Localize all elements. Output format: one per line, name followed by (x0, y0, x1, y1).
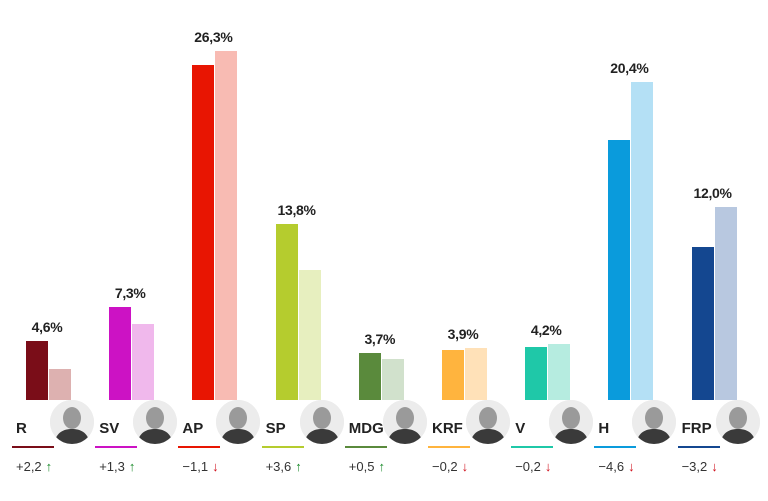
party-abbr-krf: KRF (432, 420, 463, 437)
value-label-v: 4,2% (530, 321, 562, 338)
change-value: +0,5 (348, 459, 375, 474)
bar-previous-v (548, 343, 571, 400)
party-abbr-frp: FRP (681, 420, 712, 437)
change-value: −4,6 (598, 459, 625, 474)
party-abbr-sv: SV (99, 420, 120, 437)
bar-current-ap (192, 65, 215, 400)
bar-previous-ap (215, 51, 238, 400)
arrow-up-icon: ↑ (45, 459, 53, 474)
change-mdg: +0,5 ↑ (349, 459, 385, 474)
party-abbr-r: R (16, 420, 27, 437)
bar-current-v (525, 346, 548, 400)
change-krf: −0,2 ↓ (432, 459, 468, 474)
value-label-h: 20,4% (610, 59, 649, 76)
party-leader-avatar (549, 400, 594, 444)
bar-previous-sp (298, 270, 321, 400)
arrow-up-icon: ↑ (378, 459, 385, 474)
party-abbr-ap: AP (182, 420, 204, 437)
arrow-down-icon: ↓ (461, 459, 469, 474)
change-r: +2,2 ↑ (16, 459, 52, 474)
arrow-down-icon: ↓ (628, 459, 635, 474)
bar-current-sp (275, 224, 298, 400)
party-leader-avatar (632, 400, 677, 444)
party-leader-avatar (466, 400, 510, 444)
party-leader-avatar (133, 400, 178, 444)
party-color-underline (178, 446, 221, 448)
party-leader-avatar (299, 400, 344, 444)
bar-previous-h (631, 81, 654, 400)
bar-previous-r (49, 369, 71, 400)
value-label-sv: 7,3% (114, 285, 146, 302)
party-color-underline (594, 446, 637, 448)
bar-current-frp (691, 247, 714, 400)
arrow-down-icon: ↓ (212, 459, 219, 474)
value-label-sp: 13,8% (277, 202, 316, 219)
value-label-krf: 3,9% (447, 325, 479, 342)
value-label-ap: 26,3% (194, 29, 233, 46)
bar-previous-sv (132, 323, 155, 400)
change-sv: +1,3 ↑ (99, 459, 135, 474)
party-color-underline (677, 446, 720, 448)
change-sp: +3,6 ↑ (266, 459, 302, 474)
change-value: +1,3 (99, 459, 125, 474)
party-color-underline (344, 446, 387, 448)
change-frp: −3,2 ↓ (682, 459, 718, 474)
party-color-underline (12, 446, 54, 448)
party-abbr-v: V (515, 420, 526, 437)
party-h: 20,4% H −4,6 ↓ (594, 0, 677, 501)
party-color-underline (95, 446, 138, 448)
change-ap: −1,1 ↓ (182, 459, 218, 474)
bar-previous-krf (465, 347, 487, 400)
party-mdg: 3,7% MDG +0,5 ↑ (344, 0, 427, 501)
party-abbr-h: H (598, 420, 610, 437)
party-v: 4,2% V −0,2 ↓ (511, 0, 594, 501)
change-value: +2,2 (16, 459, 42, 474)
arrow-down-icon: ↓ (711, 459, 718, 474)
party-r: 4,6% R +2,2 ↑ (12, 0, 94, 501)
party-krf: 3,9% KRF −0,2 ↓ (428, 0, 510, 501)
party-leader-avatar (50, 400, 94, 444)
arrow-up-icon: ↑ (128, 459, 136, 474)
arrow-up-icon: ↑ (295, 459, 302, 474)
bar-current-r (26, 341, 48, 400)
bar-current-h (608, 140, 631, 400)
party-sv: 7,3% SV +1,3 ↑ (95, 0, 178, 501)
bar-current-krf (442, 350, 464, 400)
bar-current-mdg (358, 352, 381, 400)
change-value: −1,1 (182, 459, 209, 474)
party-abbr-sp: SP (265, 420, 286, 437)
change-value: −0,2 (432, 459, 458, 474)
party-sp: 13,8% SP +3,6 ↑ (261, 0, 344, 501)
party-leader-avatar (382, 400, 427, 444)
bar-previous-mdg (381, 359, 404, 400)
party-frp: 12,0% FRP −3,2 ↓ (677, 0, 760, 501)
party-leader-avatar (216, 400, 261, 444)
party-leader-avatar (715, 400, 760, 444)
party-ap: 26,3% AP −1,1 ↓ (178, 0, 261, 501)
value-label-r: 4,6% (31, 319, 63, 336)
arrow-down-icon: ↓ (544, 459, 552, 474)
party-color-underline (261, 446, 304, 448)
value-label-mdg: 3,7% (364, 330, 396, 347)
change-v: −0,2 ↓ (515, 459, 551, 474)
party-color-underline (511, 446, 554, 448)
party-abbr-mdg: MDG (348, 420, 384, 437)
change-h: −4,6 ↓ (598, 459, 634, 474)
change-value: −0,2 (515, 459, 541, 474)
party-color-underline (428, 446, 470, 448)
change-value: +3,6 (265, 459, 292, 474)
bar-current-sv (109, 307, 132, 400)
change-value: −3,2 (681, 459, 708, 474)
value-label-frp: 12,0% (693, 184, 732, 201)
bar-previous-frp (714, 206, 737, 400)
